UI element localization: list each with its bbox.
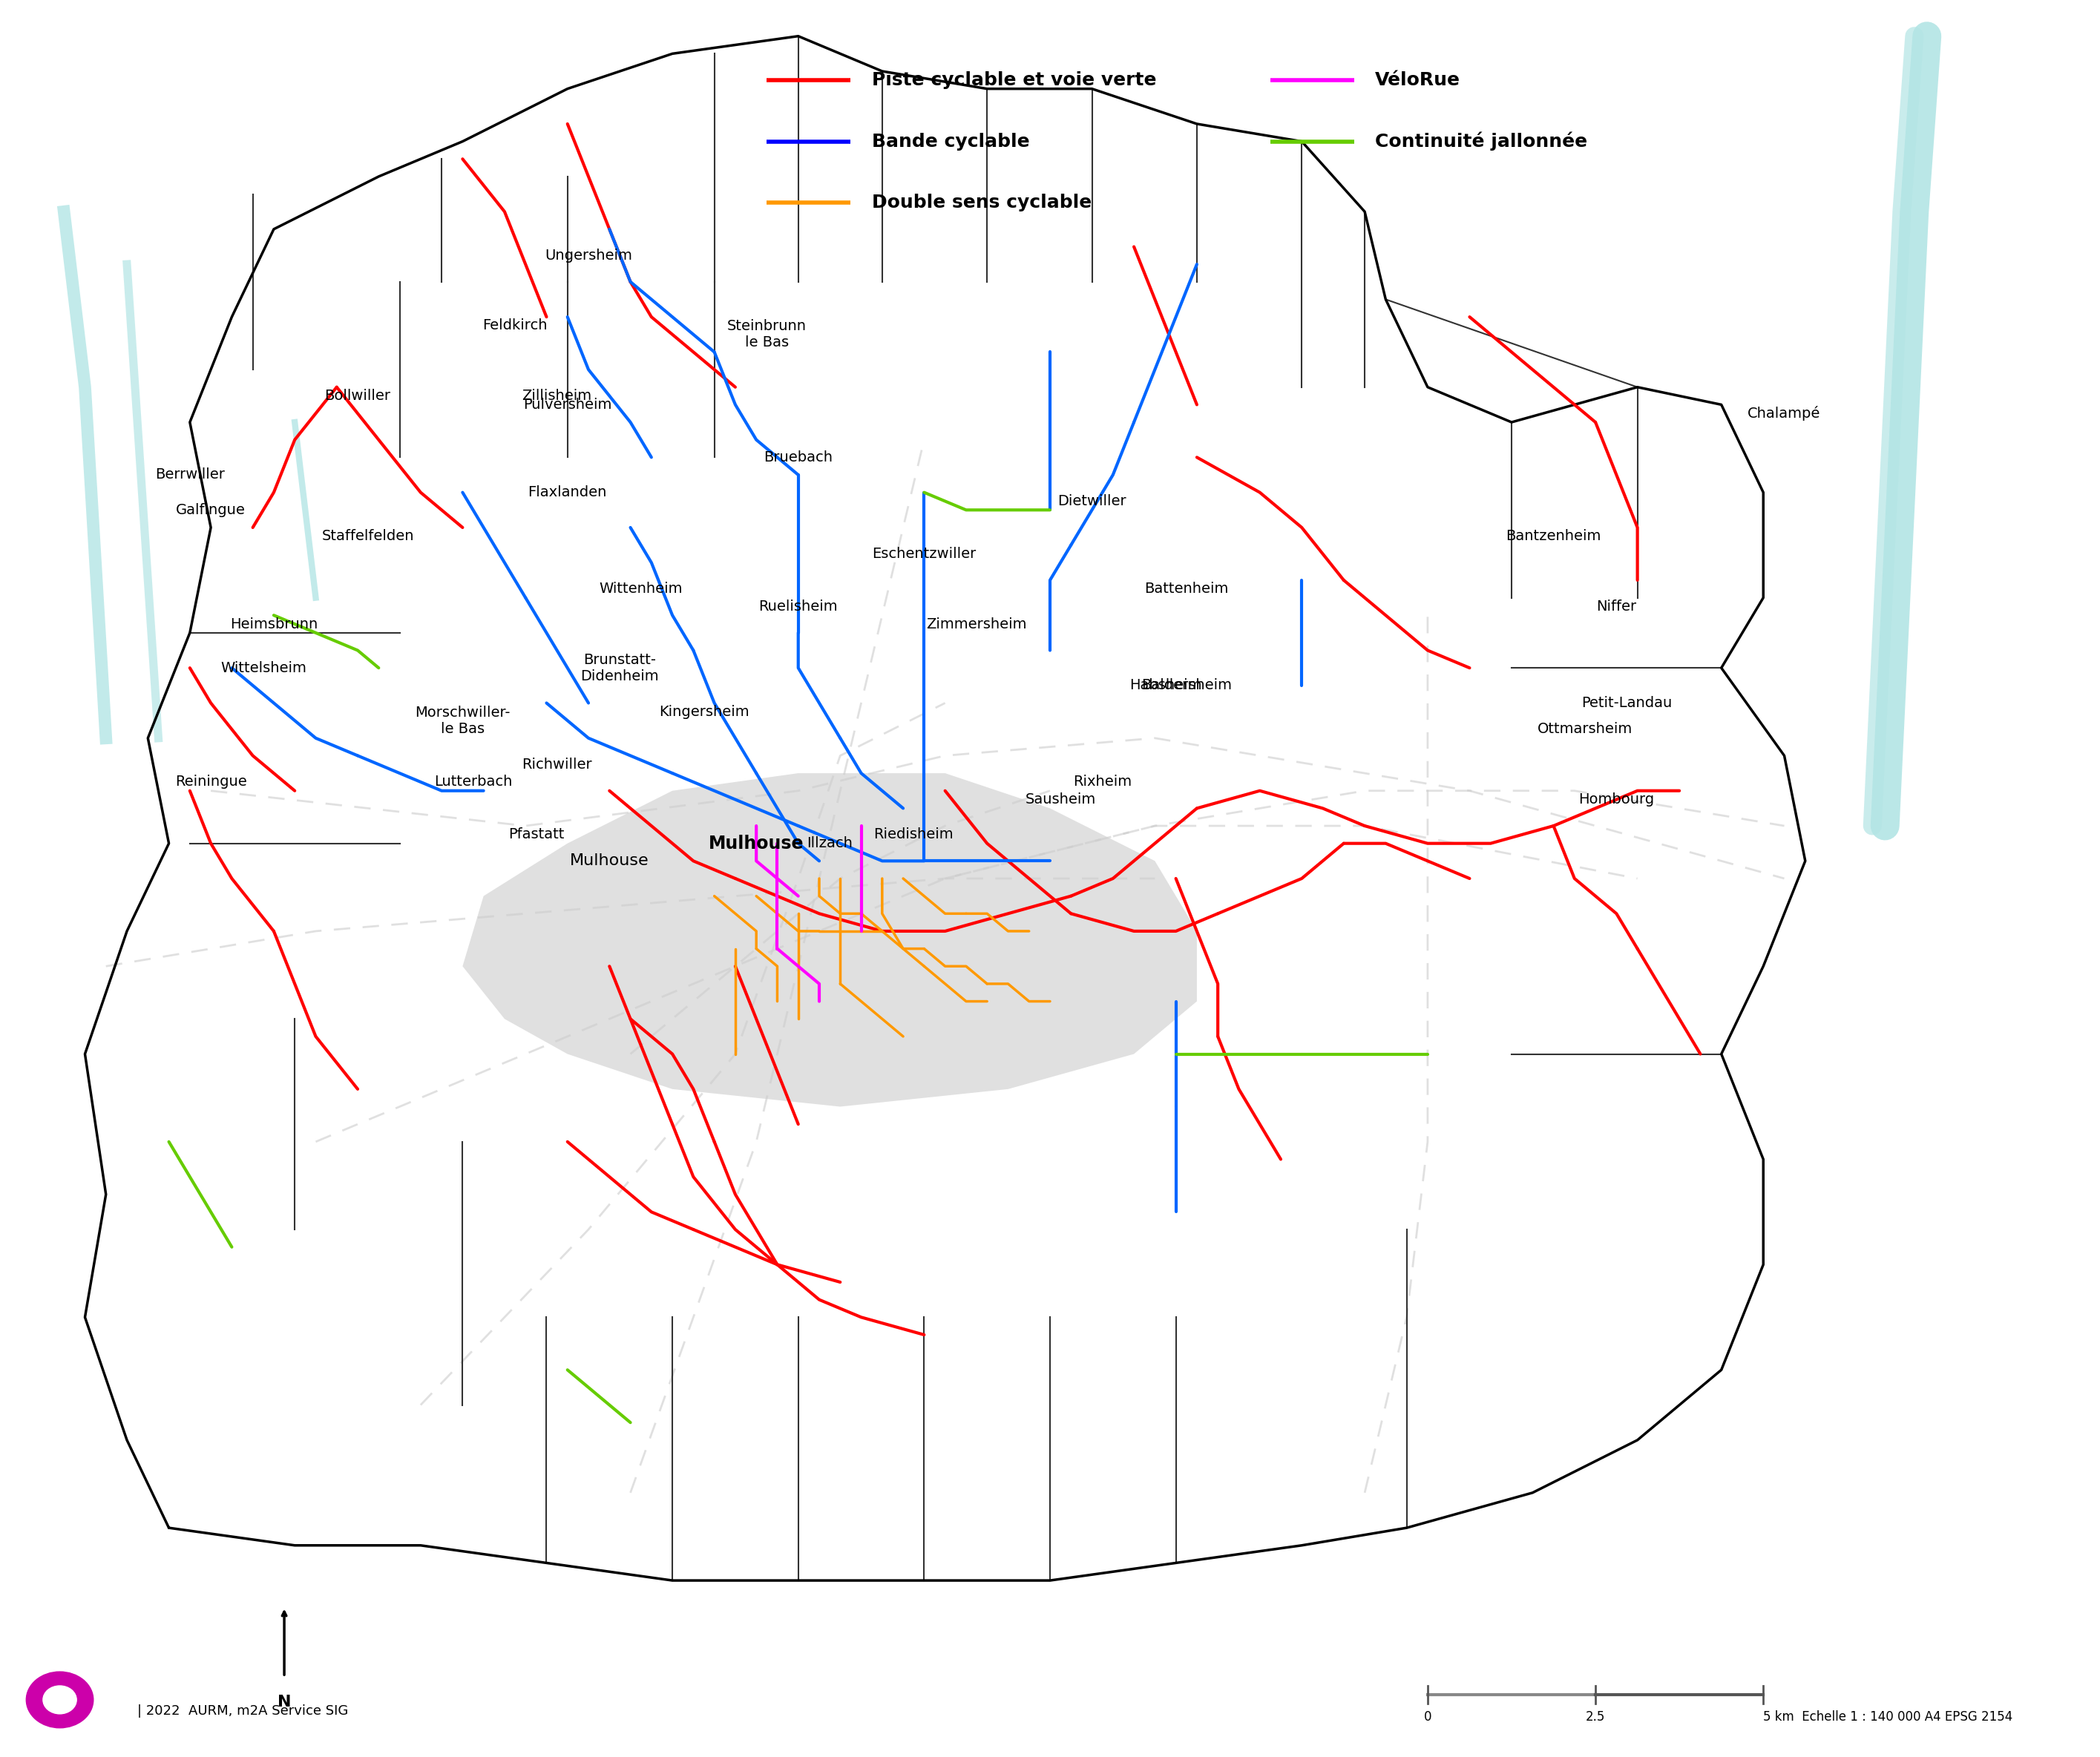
- Text: Bollwiller: Bollwiller: [326, 388, 391, 402]
- Text: Pulversheim: Pulversheim: [523, 397, 611, 411]
- Text: Reiningue: Reiningue: [174, 775, 246, 789]
- Text: Berrwiller: Berrwiller: [155, 467, 225, 481]
- Text: Niffer: Niffer: [1596, 599, 1636, 613]
- Text: Rixheim: Rixheim: [1073, 775, 1132, 789]
- Text: Staffelfelden: Staffelfelden: [321, 529, 414, 543]
- Text: Feldkirch: Feldkirch: [483, 318, 548, 332]
- Text: Ungersheim: Ungersheim: [544, 248, 632, 262]
- Text: Mulhouse: Mulhouse: [569, 854, 649, 868]
- Text: Bantzenheim: Bantzenheim: [1506, 529, 1600, 543]
- Text: Steinbrunn
le Bas: Steinbrunn le Bas: [727, 320, 806, 350]
- Text: Mulhouse: Mulhouse: [708, 835, 804, 852]
- Text: Zimmersheim: Zimmersheim: [926, 617, 1027, 631]
- Circle shape: [42, 1685, 76, 1713]
- Text: Ruelisheim: Ruelisheim: [758, 599, 838, 613]
- Text: Flaxlanden: Flaxlanden: [527, 485, 607, 499]
- Text: Hombourg: Hombourg: [1579, 792, 1655, 806]
- Text: Petit-Landau: Petit-Landau: [1581, 696, 1672, 710]
- Text: Habsheim: Habsheim: [1130, 678, 1201, 692]
- Text: Brunstatt-
Didenheim: Brunstatt- Didenheim: [582, 652, 659, 683]
- Text: Illzach: Illzach: [806, 836, 853, 850]
- Circle shape: [25, 1671, 92, 1727]
- Text: Pfastatt: Pfastatt: [508, 828, 565, 842]
- Text: 0: 0: [1424, 1711, 1432, 1724]
- Text: Baldersheim: Baldersheim: [1140, 678, 1231, 692]
- Text: Double sens cyclable: Double sens cyclable: [872, 193, 1092, 213]
- Text: Riedisheim: Riedisheim: [874, 828, 953, 842]
- Text: Richwiller: Richwiller: [523, 757, 592, 771]
- Text: VéloRue: VéloRue: [1376, 70, 1460, 90]
- Text: Kingersheim: Kingersheim: [659, 705, 750, 719]
- Text: Zillisheim: Zillisheim: [523, 388, 592, 402]
- Text: Piste cyclable et voie verte: Piste cyclable et voie verte: [872, 70, 1157, 90]
- Text: Heimsbrunn: Heimsbrunn: [229, 617, 317, 631]
- Text: Chalampé: Chalampé: [1747, 406, 1821, 422]
- Text: Continuité jallonnée: Continuité jallonnée: [1376, 132, 1588, 151]
- Text: Battenheim: Battenheim: [1145, 582, 1228, 596]
- Text: Morschwiller-
le Bas: Morschwiller- le Bas: [416, 705, 510, 736]
- Text: Bruebach: Bruebach: [764, 450, 834, 464]
- Polygon shape: [462, 773, 1197, 1107]
- Text: Wittelsheim: Wittelsheim: [220, 661, 307, 675]
- Text: 5 km  Echelle 1 : 140 000 A4 EPSG 2154: 5 km Echelle 1 : 140 000 A4 EPSG 2154: [1764, 1711, 2012, 1724]
- Text: 2.5: 2.5: [1586, 1711, 1604, 1724]
- Text: Bande cyclable: Bande cyclable: [872, 132, 1029, 151]
- Text: Sausheim: Sausheim: [1025, 792, 1096, 806]
- Text: Wittenheim: Wittenheim: [598, 582, 682, 596]
- Text: Galfingue: Galfingue: [176, 503, 246, 517]
- Text: Dietwiller: Dietwiller: [1058, 494, 1126, 508]
- Text: Eschentzwiller: Eschentzwiller: [872, 546, 977, 560]
- Text: Ottmarsheim: Ottmarsheim: [1537, 722, 1632, 736]
- Text: Lutterbach: Lutterbach: [435, 775, 512, 789]
- Text: aurm: aurm: [44, 1694, 76, 1704]
- Text: | 2022  AURM, m2A Service SIG: | 2022 AURM, m2A Service SIG: [137, 1704, 349, 1717]
- Text: N: N: [277, 1694, 292, 1710]
